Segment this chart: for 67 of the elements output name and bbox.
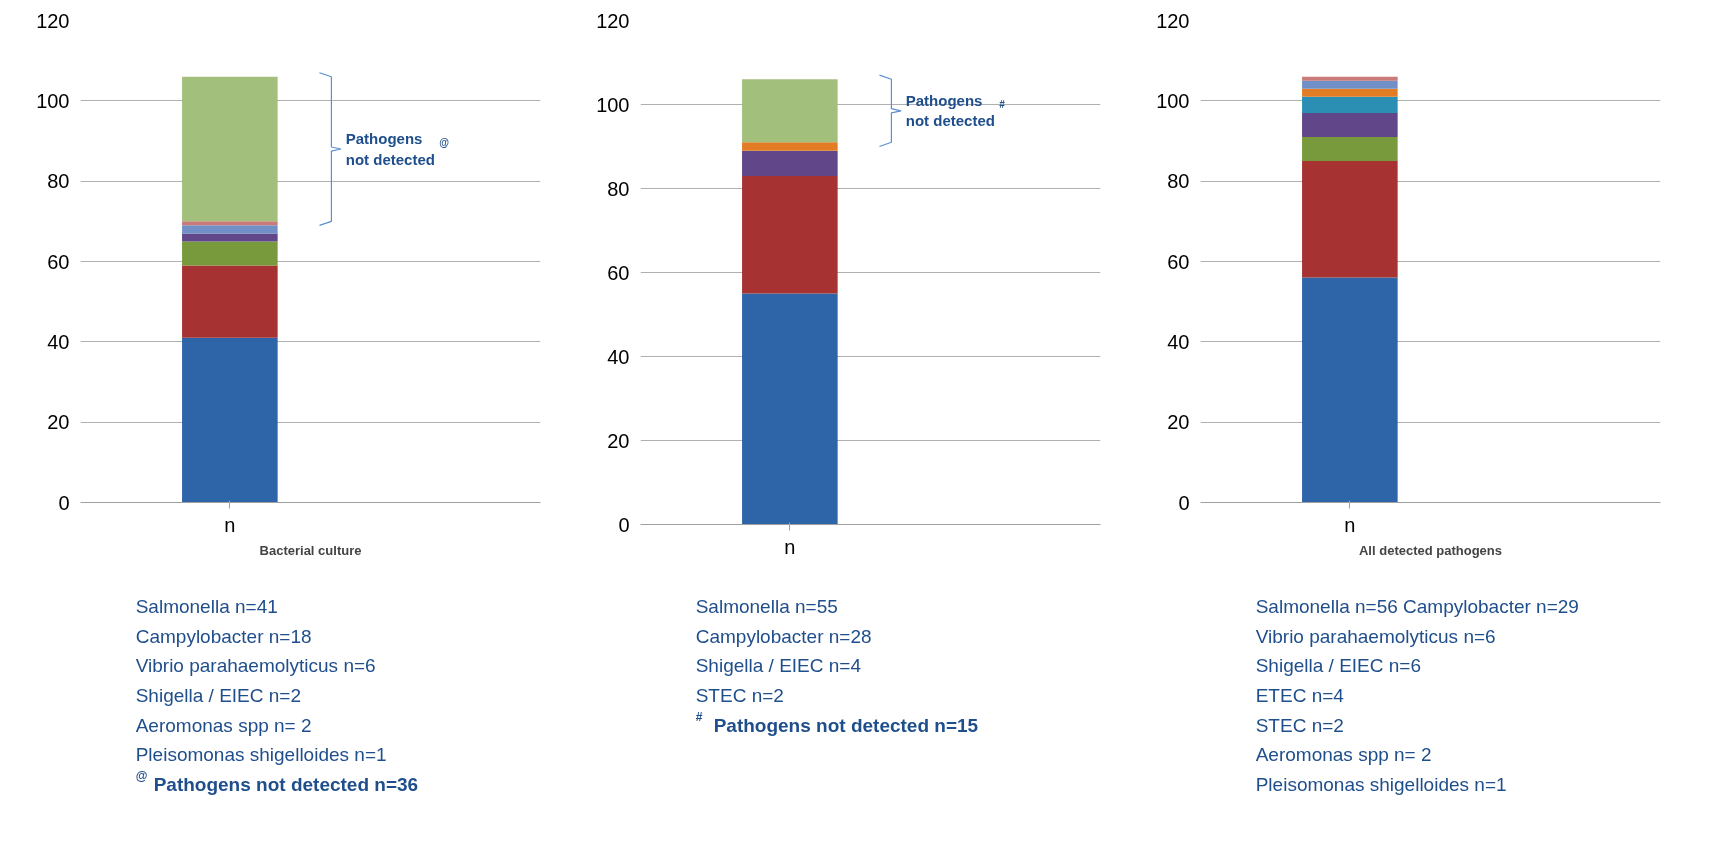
text: STEC n=2: [1255, 714, 1344, 736]
text: Shigella / EIEC n=6: [1255, 655, 1421, 677]
x-tick-label: n: [224, 513, 236, 536]
x-tick-label: n: [1344, 513, 1356, 536]
text: Pleisomonas shigelloides n=1: [135, 744, 387, 766]
y-tick-label: 0: [618, 513, 630, 536]
text: Vibrio parahaemolyticus n=6: [1255, 625, 1496, 647]
bar: [742, 175, 838, 294]
text: Campylobacter n=18: [135, 625, 312, 647]
y-tick-label: 60: [47, 250, 70, 273]
y-tick-label: 100: [1156, 89, 1190, 112]
text: @ Pathogens not detected n=36: [135, 769, 419, 796]
y-tick-label: 120: [1156, 9, 1190, 32]
bar: [182, 241, 278, 266]
bar: [742, 79, 838, 143]
y-tick-label: 0: [58, 491, 70, 514]
y-tick-label: 40: [607, 345, 630, 368]
bar: [1302, 80, 1398, 89]
y-tick-label: 60: [607, 261, 630, 284]
bar: [742, 142, 838, 151]
text: Shigella / EIEC n=4: [695, 655, 862, 677]
bar: [742, 293, 838, 525]
text: Aeromonas spp n= 2: [1255, 744, 1432, 766]
bar: [1302, 96, 1398, 113]
x-axis-title: Bacterial culture: [259, 542, 362, 558]
bar: [742, 150, 838, 176]
text: Shigella / EIEC n=2: [135, 685, 301, 706]
y-tick-label: 60: [1167, 250, 1190, 273]
y-tick-label: 20: [1167, 411, 1190, 434]
text: Pathogens not detected@: [345, 130, 450, 168]
text: Vibrio parahaemolyticus n=6: [135, 655, 376, 677]
text: Aeromonas spp n= 2: [135, 714, 312, 736]
bar: [182, 76, 278, 222]
y-tick-label: 80: [47, 170, 70, 193]
text: Pathogens not detected#: [905, 92, 1006, 130]
y-tick-label: 80: [607, 177, 630, 200]
y-tick-label: 20: [607, 429, 630, 452]
text: Pleisomonas shigelloides n=1: [1255, 774, 1507, 796]
y-tick-label: 80: [1167, 170, 1190, 193]
bar: [1302, 88, 1398, 97]
text: STEC n=2: [695, 685, 784, 706]
bar: [182, 221, 278, 226]
bar: [1302, 277, 1398, 503]
bar: [182, 337, 278, 503]
x-axis-title: All detected pathogens: [1358, 542, 1503, 558]
text: Campylobacter n=28: [695, 625, 872, 647]
text: # Pathogens not detected n=15: [695, 709, 979, 736]
text: ETEC n=4: [1255, 685, 1345, 706]
y-tick-label: 100: [596, 93, 630, 116]
y-tick-label: 100: [36, 89, 70, 112]
bar: [1302, 136, 1398, 162]
bar: [1302, 161, 1398, 278]
bar: [1302, 112, 1398, 137]
bar: [182, 233, 278, 242]
bar: [182, 225, 278, 234]
y-tick-label: 40: [47, 330, 70, 353]
y-tick-label: 120: [36, 9, 70, 32]
bar: [182, 265, 278, 338]
y-tick-label: 40: [1167, 330, 1190, 353]
text: Salmonella n=55: [695, 595, 838, 617]
text: Salmonella n=56 Campylobacter n=29: [1255, 595, 1579, 617]
text: Salmonella n=41: [135, 595, 278, 617]
y-tick-label: 20: [47, 411, 70, 434]
y-tick-label: 0: [1178, 491, 1190, 514]
x-tick-label: n: [784, 535, 796, 558]
bar: [1302, 76, 1398, 81]
y-tick-label: 120: [596, 9, 630, 32]
